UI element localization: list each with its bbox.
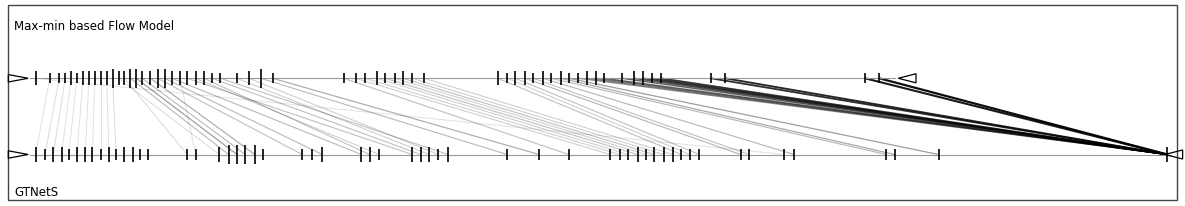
Text: GTNetS: GTNetS (14, 186, 58, 199)
Text: Max-min based Flow Model: Max-min based Flow Model (14, 20, 174, 33)
FancyBboxPatch shape (8, 5, 1177, 200)
